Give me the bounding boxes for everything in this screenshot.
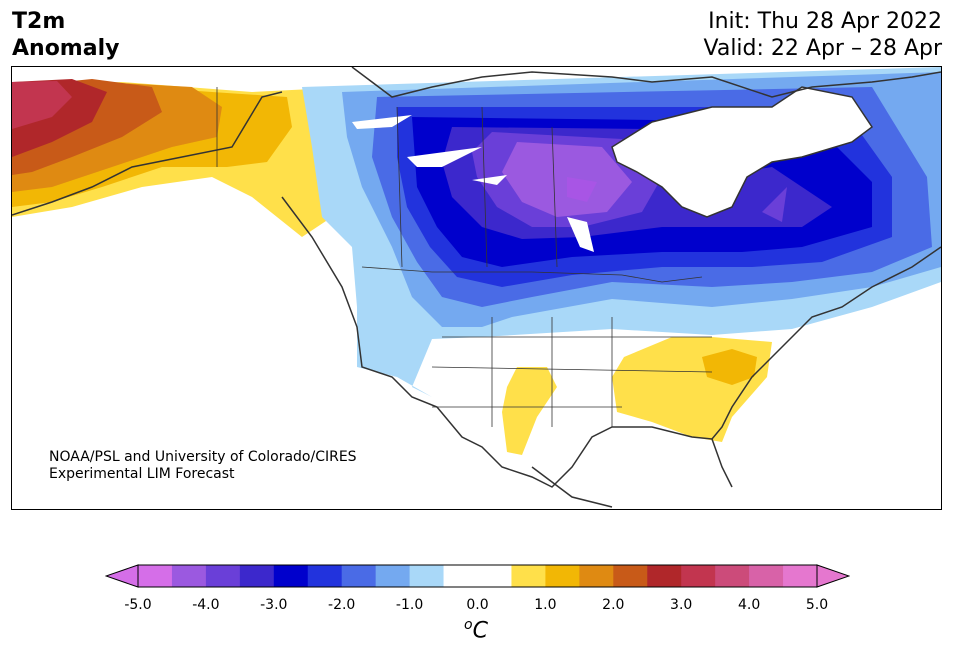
- valid-range: Valid: 22 Apr – 28 Apr: [703, 36, 943, 61]
- colorbar-under-arrow: [105, 564, 139, 588]
- colorbar-tick-label: -3.0: [260, 597, 288, 613]
- colorbar-bin: [138, 565, 173, 587]
- colorbar-bin: [647, 565, 682, 587]
- colorbar-tick-label: 1.0: [534, 597, 557, 613]
- colorbar-tick-label: 3.0: [670, 597, 693, 613]
- colorbar-unit: oC: [464, 617, 488, 643]
- colorbar-bin: [545, 565, 580, 587]
- colorbar-bin: [239, 565, 275, 587]
- colorbar-bin: [171, 565, 207, 587]
- alaska-warm-anomaly: [12, 79, 332, 237]
- map-title: T2m Anomaly: [12, 8, 119, 62]
- hudson-bay-blank: [352, 87, 872, 252]
- colorbar: [105, 564, 850, 588]
- colorbar-bin: [273, 565, 309, 587]
- credit-text: NOAA/PSL and University of Colorado/CIRE…: [49, 449, 357, 483]
- unit-letter: C: [472, 618, 488, 644]
- colorbar-bin: [409, 565, 445, 587]
- title-type: Anomaly: [12, 36, 120, 61]
- colorbar-tick-label: -1.0: [395, 597, 424, 613]
- colorbar-bin: [341, 565, 377, 587]
- colorbar-bin: [511, 565, 546, 587]
- colorbar-bin: [681, 565, 716, 587]
- colorbar-bin: [443, 565, 478, 587]
- colorbar-bin: [783, 565, 818, 587]
- colorbar-bin: [307, 565, 343, 587]
- colorbar-border: [137, 564, 818, 588]
- colorbar-bin: [375, 565, 411, 587]
- colorbar-tick-label: 2.0: [602, 597, 625, 613]
- title-variable: T2m: [12, 9, 66, 34]
- coastlines: [12, 67, 941, 508]
- colorbar-bin: [613, 565, 648, 587]
- colorbar-bin: [205, 565, 241, 587]
- anomaly-map: [11, 66, 942, 510]
- colorbar-tick-label: -4.0: [192, 597, 220, 613]
- colorbar-tick-label: 0.0: [466, 597, 489, 613]
- colorbar-over-arrow: [816, 564, 850, 588]
- credit-line-1: NOAA/PSL and University of Colorado/CIRE…: [49, 449, 357, 465]
- init-date: Init: Thu 28 Apr 2022: [708, 9, 942, 34]
- colorbar-bin: [477, 565, 512, 587]
- colorbar-bin: [715, 565, 750, 587]
- unit-superscript: o: [464, 617, 473, 633]
- colorbar-tick-label: -2.0: [328, 597, 356, 613]
- credit-line-2: Experimental LIM Forecast: [49, 466, 235, 482]
- colorbar-bin: [579, 565, 614, 587]
- us-warm-anomaly: [502, 337, 772, 455]
- political-borders: [216, 87, 713, 427]
- colorbar-tick-label: 5.0: [805, 597, 829, 613]
- colorbar-bin: [749, 565, 784, 587]
- colorbar-tick-label: 4.0: [737, 597, 761, 613]
- map-canvas: [12, 67, 941, 508]
- forecast-dates: Init: Thu 28 Apr 2022 Valid: 22 Apr – 28…: [704, 8, 943, 62]
- colorbar-tick-label: -5.0: [124, 597, 152, 613]
